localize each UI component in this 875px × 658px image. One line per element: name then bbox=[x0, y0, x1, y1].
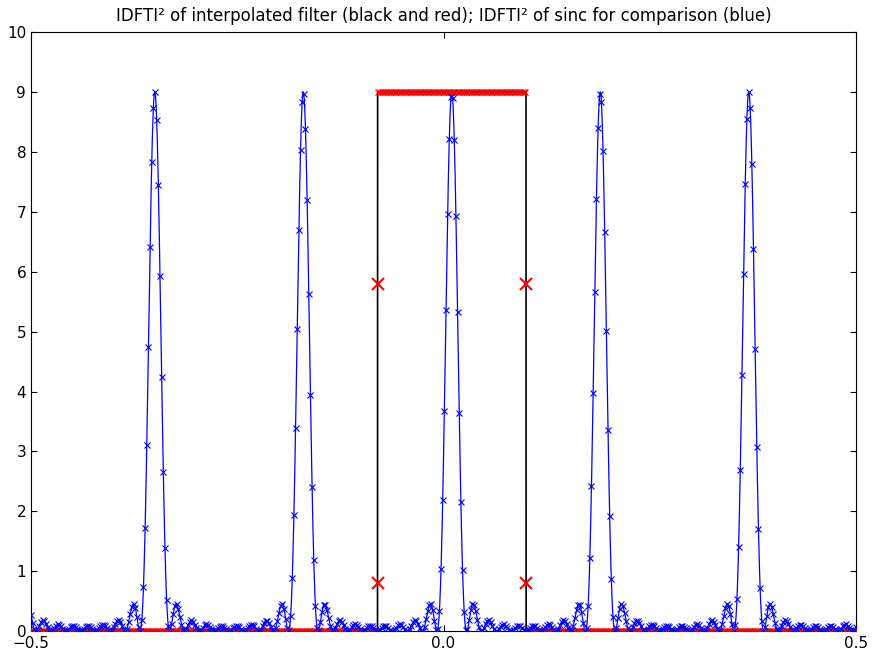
Title: IDFTI² of interpolated filter (black and red); IDFTI² of sinc for comparison (bl: IDFTI² of interpolated filter (black and… bbox=[116, 7, 772, 25]
